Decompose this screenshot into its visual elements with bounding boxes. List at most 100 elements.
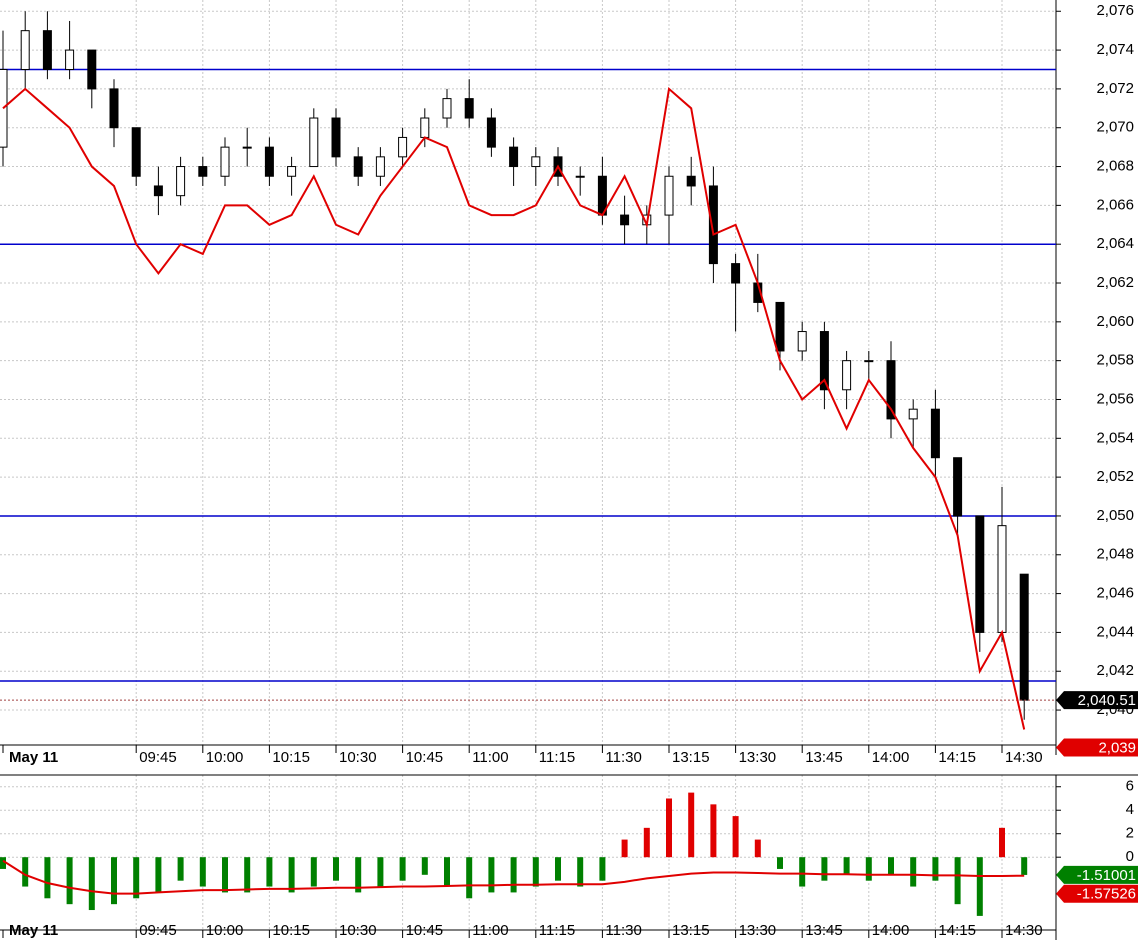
candle-body [842, 360, 852, 391]
y-tick-label: 6 [1126, 778, 1134, 795]
candle-body [1019, 573, 1029, 701]
candle-body [464, 98, 474, 119]
candle-body [375, 156, 385, 177]
candle-body [109, 88, 119, 129]
x-tick-label: 14:30 [1005, 749, 1043, 766]
histogram-bar [177, 857, 184, 881]
candle-body [42, 30, 52, 70]
y-tick-label: 2,052 [1096, 468, 1134, 485]
histogram-bar [266, 857, 273, 887]
histogram-bar [355, 857, 362, 893]
price-tag-label: -1.57526 [1077, 886, 1136, 903]
candle-body [797, 331, 807, 352]
candle-body [220, 146, 230, 177]
candle-body [731, 263, 741, 284]
indicator-line [2, 86, 1026, 730]
y-tick-label: 2,046 [1096, 585, 1134, 602]
y-tick-label: 2,044 [1096, 623, 1134, 640]
x-tick-label: 11:00 [472, 749, 508, 766]
candle-body [176, 166, 186, 197]
candle-body [131, 127, 141, 177]
histogram-bar [244, 857, 251, 893]
histogram-bar [799, 857, 806, 887]
histogram-bar [888, 857, 894, 875]
y-tick-label: 2 [1126, 825, 1134, 842]
candle-body [953, 457, 963, 517]
candle-body [87, 49, 97, 90]
y-tick-label: 2,070 [1096, 119, 1134, 136]
candle-body [353, 156, 363, 177]
candle-body [886, 360, 896, 420]
candle-body [708, 185, 718, 265]
candle-body [531, 156, 541, 168]
x-tick-label: 13:30 [739, 749, 777, 766]
histogram-bar [599, 857, 606, 881]
y-tick-label: 2,054 [1096, 429, 1134, 446]
candle-body [264, 146, 274, 177]
candle-body [331, 117, 341, 158]
x-tick-label: 11:15 [539, 749, 575, 766]
y-tick-label: 0 [1126, 848, 1134, 865]
x-tick-label: May 11 [9, 749, 58, 766]
histogram-bar [222, 857, 228, 893]
histogram-bar [976, 857, 983, 916]
y-tick-label: 2,072 [1096, 80, 1134, 97]
y-tick-label: 2,076 [1096, 2, 1134, 19]
candle-body [65, 49, 75, 70]
candle-body [819, 331, 829, 391]
histogram-bar [22, 857, 29, 887]
histogram-bar [466, 857, 473, 899]
histogram-bar [444, 857, 450, 887]
candle-body [620, 214, 630, 226]
histogram-bar [732, 816, 739, 858]
histogram-bar [754, 839, 761, 858]
price-tag-label: 2,040.51 [1078, 692, 1136, 709]
histogram-bar [843, 857, 850, 875]
candle-body [420, 117, 430, 138]
y-tick-label: 2,062 [1096, 274, 1134, 291]
histogram-bar [88, 857, 95, 911]
x-tick-label: 10:00 [206, 749, 244, 766]
price-tag [1056, 738, 1138, 757]
candle-body [975, 515, 985, 633]
candle-body [287, 166, 297, 177]
histogram-bar [0, 857, 6, 869]
price-tag-label: -1.51001 [1077, 867, 1136, 884]
x-tick-label: 10:45 [406, 749, 444, 766]
histogram-bar [777, 857, 783, 869]
candle-body [442, 98, 452, 119]
y-tick-label: 2,042 [1096, 662, 1134, 679]
price-tag-label: 2,039 [1098, 739, 1136, 756]
histogram-bar [310, 857, 317, 887]
histogram-bar [1021, 857, 1028, 875]
histogram-bar [865, 857, 872, 881]
candle-body [153, 185, 163, 197]
candle-body [930, 408, 940, 459]
histogram-bar [399, 857, 406, 881]
histogram-bar [577, 857, 584, 887]
histogram-bar [666, 798, 672, 858]
histogram-bar [643, 827, 650, 858]
histogram-bar [710, 804, 717, 858]
candle-body [775, 301, 785, 352]
histogram-bar [821, 857, 828, 881]
y-tick-label: 2,068 [1096, 158, 1134, 175]
histogram-bar [133, 857, 140, 899]
y-tick-label: 2,064 [1096, 235, 1134, 252]
y-tick-label: 2,066 [1096, 196, 1134, 213]
histogram-bar [66, 857, 73, 905]
indicator-line [2, 859, 1025, 895]
histogram-bar [488, 857, 495, 893]
candle-body [398, 136, 408, 158]
candle-body [575, 175, 585, 178]
histogram-bar [555, 857, 561, 881]
histogram-bar [932, 857, 939, 881]
candle-body [686, 175, 696, 187]
y-tick-label: 2,058 [1096, 352, 1134, 369]
candle-body [20, 30, 30, 70]
candle-body [309, 117, 319, 168]
candle-body [509, 146, 519, 168]
y-tick-label: 4 [1126, 801, 1134, 818]
